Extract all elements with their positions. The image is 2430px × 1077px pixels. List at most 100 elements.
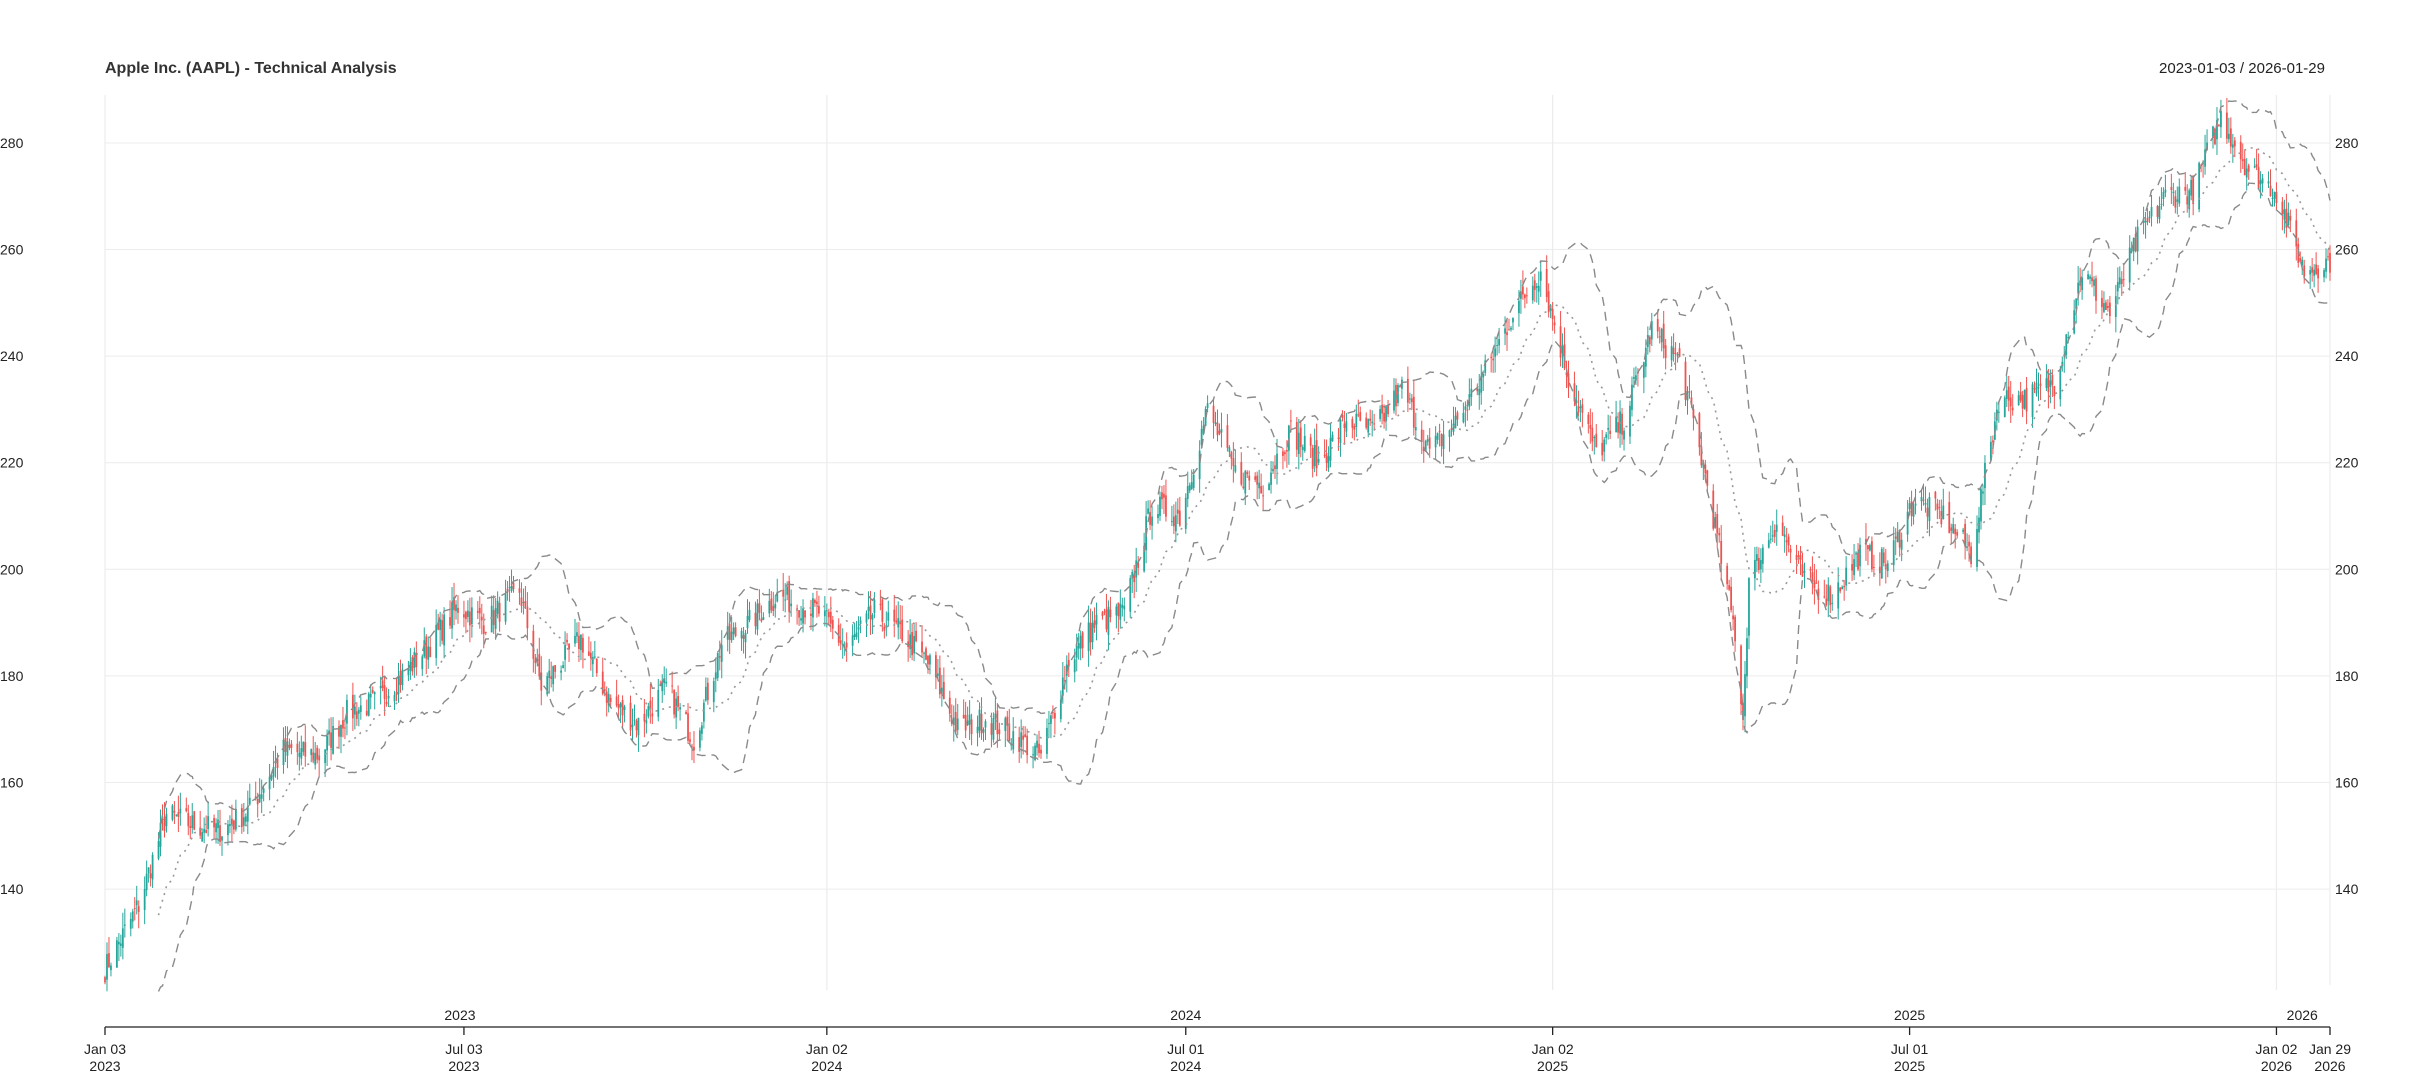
candle — [387, 688, 390, 708]
candle-body — [990, 723, 993, 735]
candle — [1077, 632, 1080, 660]
candle — [1137, 555, 1140, 576]
candle — [1823, 579, 1826, 599]
candle — [240, 803, 243, 834]
candle-body — [1712, 490, 1715, 529]
candle — [2101, 290, 2103, 320]
candle — [1329, 423, 1332, 468]
candle — [687, 703, 689, 744]
candle-body — [1559, 326, 1562, 358]
candle — [2327, 249, 2329, 261]
candle — [1623, 427, 1625, 451]
candle-body — [397, 676, 400, 695]
candle-body — [756, 603, 759, 630]
candle — [147, 867, 150, 883]
candle-body — [1230, 452, 1233, 459]
candle — [1553, 315, 1556, 334]
candle — [2190, 176, 2193, 201]
candle-body — [1172, 516, 1175, 527]
candle-body — [1470, 388, 1473, 397]
candle-body — [518, 588, 521, 593]
candle-body — [712, 681, 715, 703]
candle-body — [133, 908, 136, 910]
candle — [2245, 158, 2248, 191]
candle — [2225, 98, 2228, 144]
candle — [1369, 409, 1372, 426]
candle-body — [463, 614, 465, 618]
candle — [576, 622, 578, 644]
candle — [393, 690, 396, 710]
candle-body — [1133, 573, 1136, 583]
candle-body — [2021, 394, 2024, 409]
candle — [451, 587, 453, 639]
candle-body — [1337, 437, 1340, 439]
candle — [490, 595, 493, 633]
candle-body — [498, 602, 501, 622]
candle-body — [786, 586, 789, 595]
candle — [762, 612, 765, 621]
x-tick-year: 2024 — [811, 1058, 842, 1074]
candle — [522, 588, 525, 615]
candle — [2255, 148, 2258, 171]
candle — [1871, 536, 1873, 573]
candle-body — [1448, 430, 1451, 437]
candle-body — [1297, 432, 1300, 455]
candle-body — [1426, 439, 1429, 442]
candle-body — [159, 822, 162, 847]
candle-body — [869, 605, 872, 619]
candle-body — [701, 725, 703, 734]
candle — [1186, 471, 1189, 508]
candle — [1559, 311, 1562, 367]
candle — [338, 720, 340, 749]
candle-body — [1591, 427, 1594, 442]
candle-body — [1129, 578, 1132, 612]
candle-body — [2283, 209, 2286, 220]
candle-body — [367, 693, 370, 716]
candle — [1496, 336, 1499, 356]
candle-body — [1008, 723, 1011, 741]
candle-body — [282, 739, 285, 766]
candle — [1365, 412, 1368, 430]
candle-body — [340, 724, 342, 737]
candle-body — [1684, 361, 1687, 400]
candle-body — [1976, 528, 1978, 567]
candle-body — [1631, 384, 1633, 411]
candle-body — [1440, 433, 1443, 447]
candle-body — [887, 612, 890, 621]
candle-body — [1270, 472, 1272, 485]
candle — [1456, 410, 1459, 426]
candle-body — [290, 743, 293, 749]
candle-body — [1869, 545, 1871, 551]
candle-body — [1573, 383, 1576, 402]
candle-body — [746, 615, 749, 629]
candle — [962, 699, 965, 719]
candle-body — [1989, 441, 1992, 461]
candle — [359, 696, 362, 720]
candle — [1240, 452, 1243, 487]
candle-body — [1942, 505, 1945, 520]
candle-body — [1299, 427, 1302, 448]
x-tick-label: Jan 29 — [2309, 1041, 2351, 1057]
candle-body — [2311, 267, 2314, 273]
candle — [756, 599, 759, 636]
candle-body — [2267, 181, 2270, 184]
candle — [302, 741, 305, 756]
candle-body — [1004, 718, 1007, 731]
candle — [401, 663, 404, 691]
candle-body — [1755, 554, 1758, 561]
candle-body — [242, 817, 245, 826]
candle-body — [2245, 168, 2248, 178]
candle — [1176, 498, 1179, 525]
candle — [1101, 610, 1104, 620]
candle-body — [716, 652, 719, 678]
candle-body — [1131, 571, 1134, 579]
candle-body — [1896, 531, 1899, 543]
candle-body — [605, 691, 608, 703]
candle — [1159, 491, 1161, 521]
candle — [1184, 493, 1187, 534]
candle-body — [304, 742, 307, 757]
candle — [1117, 602, 1120, 633]
candle — [1129, 575, 1132, 618]
candle-body — [1184, 497, 1187, 529]
candle-body — [633, 719, 636, 721]
